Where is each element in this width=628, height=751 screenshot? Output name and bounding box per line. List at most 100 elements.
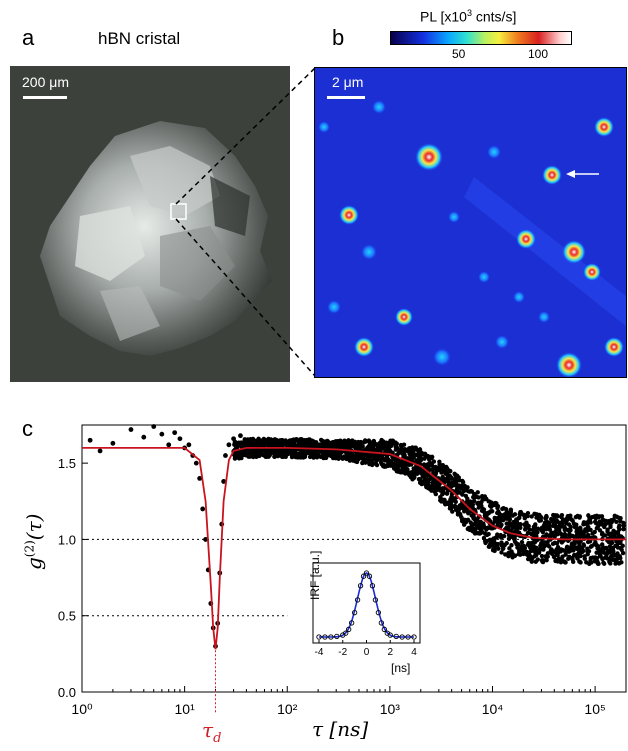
data-point-band [282,452,287,457]
data-point [166,442,172,448]
panel-a-scale-label: 200 μm [22,74,69,90]
data-point-band [611,517,616,522]
data-point-band [578,526,583,531]
data-point-band [449,481,455,487]
data-point-band [562,527,567,533]
data-point-band [263,438,269,443]
data-point-band [240,441,245,446]
data-point-band [486,531,491,537]
data-point-band [422,473,428,478]
data-point-band [521,512,526,517]
data-point-band [450,509,455,514]
data-point [223,453,228,458]
data-point-band [534,512,539,517]
data-point-band [599,514,605,519]
data-point [253,439,259,445]
y-tick-label: 1.0 [58,532,76,547]
data-point-band [397,447,402,452]
data-point-band [310,441,315,446]
data-point-band [456,489,461,495]
data-point-band [397,458,402,464]
data-point [418,457,424,463]
data-point-band [336,440,342,445]
data-point [459,483,464,489]
data-point-band [393,459,399,464]
inset-data-point [363,570,370,576]
data-point-band [518,522,523,527]
inset-data-point [366,573,373,579]
data-point-band [322,439,327,444]
data-point-band [300,439,305,445]
data-point-band [617,523,622,528]
data-point-band [587,539,593,544]
data-point-band [504,540,509,546]
data-point [231,436,236,442]
data-point-band [506,525,511,531]
data-point-band [533,547,539,552]
data-point-band [562,559,567,564]
data-point-band [323,455,329,461]
data-point-band [573,514,579,520]
data-point-band [563,521,569,526]
data-point [151,424,157,429]
data-point-band [291,437,296,442]
data-point-band [459,514,464,520]
data-point-band [486,525,491,530]
data-point-band [545,539,550,545]
data-point-band [342,455,347,460]
data-point-band [401,450,407,456]
data-point-band [546,524,552,529]
data-point-band [490,526,495,531]
inset-data-point [399,634,405,640]
inset-y-label: IRF [a.u.] [308,550,322,600]
x-tick-label: 10² [277,701,298,717]
arrow-icon [566,170,575,178]
data-point-band [354,445,360,451]
data-point-band [329,453,334,459]
data-point-band [400,447,406,452]
data-point-band [355,441,360,446]
data-point-band [318,437,324,443]
data-point-band [567,554,572,560]
data-point-band [495,505,500,511]
data-point-band [581,522,586,527]
data-point [141,434,147,440]
data-point-band [440,474,445,480]
data-point-band [509,543,514,548]
inset-data-point [381,626,387,632]
data-point-band [611,528,616,534]
data-point-band [302,454,308,459]
data-point-band [596,544,601,549]
data-point-band [428,476,433,481]
data-point-band [539,540,545,545]
data-point-band [465,496,470,501]
data-point-band [468,499,473,504]
data-point-band [549,547,554,552]
data-point-band [597,551,602,556]
panel-b-scale-bar [327,96,365,99]
data-point [97,448,103,454]
data-point-band [541,558,546,563]
data-point-band [384,445,390,451]
data-point-band [537,518,542,523]
data-point-band [466,511,471,516]
data-point-band [479,522,485,527]
data-point-band [532,554,537,559]
data-point-band [370,441,375,447]
colorbar-tick-100: 100 [528,47,549,61]
data-point-band [510,513,516,518]
y-tick-label: 0.5 [58,609,76,624]
data-point-band [491,546,496,551]
data-point-band [382,440,387,446]
data-point-band [292,449,297,454]
data-point-band [253,453,258,458]
data-point-band [544,513,549,519]
data-point [197,476,203,481]
inset-x-tick-label: -4 [315,647,324,658]
data-point-band [556,524,562,529]
x-tick-label: 10⁵ [584,701,605,717]
inset-data-point [360,573,367,579]
panel-a-letter: a [22,25,35,50]
inset-data-point [349,620,355,626]
data-point-band [555,558,560,563]
